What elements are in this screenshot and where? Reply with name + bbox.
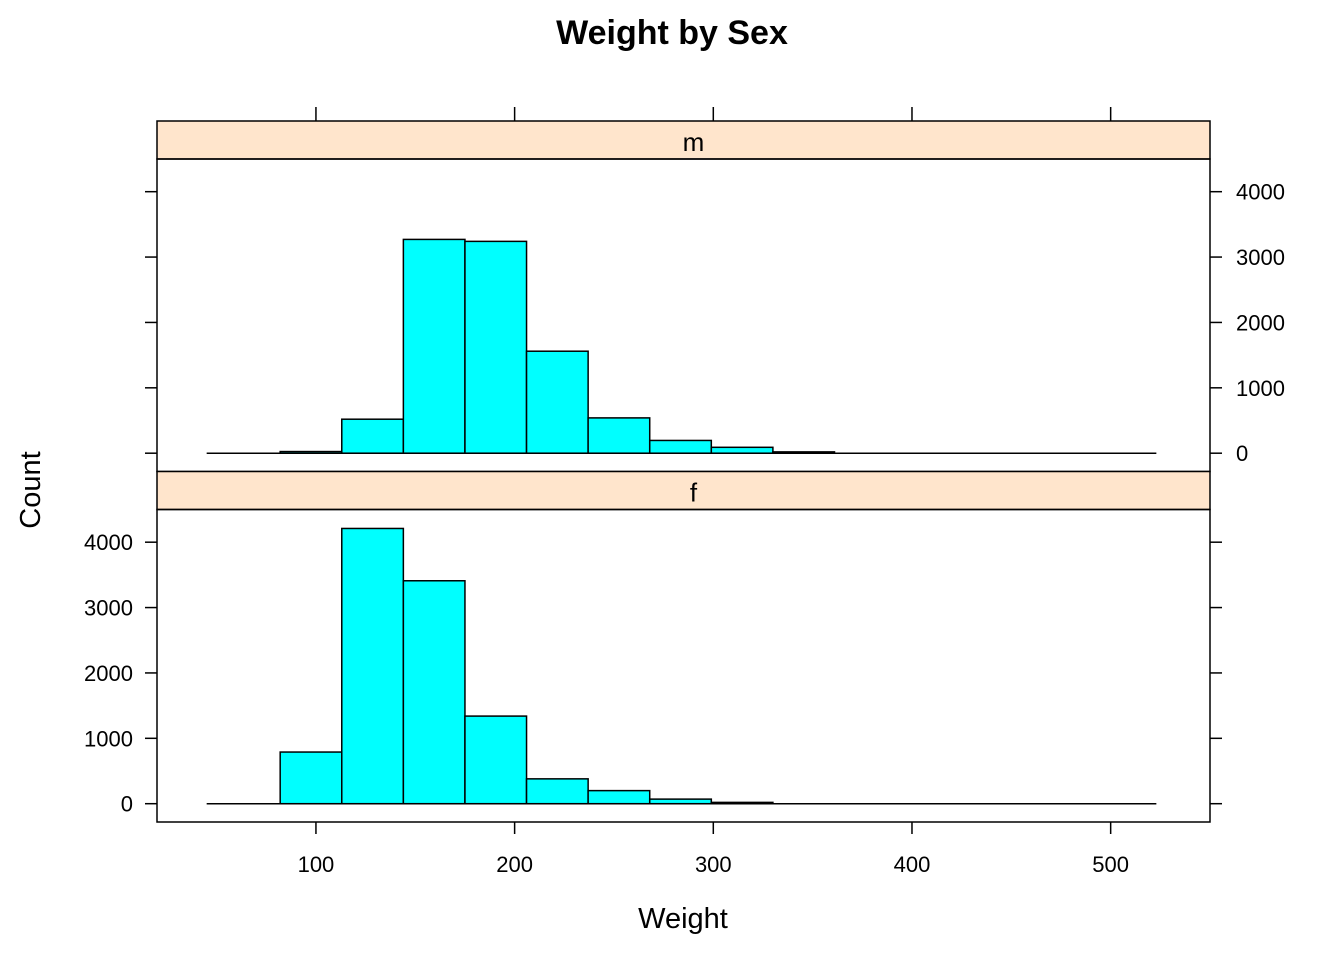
bar — [341, 527, 405, 805]
bar — [710, 446, 774, 454]
bar — [402, 238, 466, 454]
x-axis-label: Weight — [638, 903, 728, 935]
panel-border — [156, 158, 1211, 473]
x-tick-label: 300 — [695, 852, 732, 877]
strip-label: m — [683, 127, 705, 157]
bar — [341, 418, 405, 454]
bar — [464, 715, 528, 805]
bar — [648, 798, 713, 805]
chart-title: Weight by Sex — [556, 14, 788, 52]
x-tick-label: 100 — [298, 852, 335, 877]
bar — [587, 417, 651, 454]
bar — [525, 350, 589, 454]
panel-m: m 0 1000 2000 3000 4000 — [145, 120, 1285, 473]
panel-strip — [156, 470, 1211, 511]
bar — [279, 751, 343, 805]
y-tick-label: 2000 — [84, 661, 133, 686]
panel-f: f 0 1000 2000 3000 4000 — [84, 470, 1222, 823]
bar — [587, 789, 651, 805]
y-tick-label: 0 — [121, 792, 133, 817]
bar — [464, 240, 528, 454]
bar — [710, 801, 774, 805]
y-axis-label: Count — [15, 451, 47, 528]
panel-border — [156, 508, 1211, 823]
x-tick-label: 400 — [894, 852, 931, 877]
bar — [648, 439, 713, 454]
y-tick-label: 2000 — [1236, 310, 1285, 335]
bar — [402, 580, 466, 805]
x-tick-label: 500 — [1092, 852, 1129, 877]
y-tick-label: 3000 — [1236, 245, 1285, 270]
y-tick-label: 4000 — [84, 530, 133, 555]
y-tick-label: 1000 — [1236, 376, 1285, 401]
y-tick-label: 0 — [1236, 441, 1248, 466]
y-tick-label: 4000 — [1236, 180, 1285, 205]
bar — [279, 450, 343, 454]
panels: m 0 1000 2000 3000 4000 f 0 1000 2000 3000 4000 100 2… — [84, 107, 1285, 877]
bar — [772, 451, 836, 454]
bar — [525, 778, 589, 805]
panel-strip — [156, 120, 1211, 160]
strip-label: f — [690, 478, 698, 508]
y-tick-label: 1000 — [84, 726, 133, 751]
y-tick-label: 3000 — [84, 596, 133, 621]
x-tick-label: 200 — [496, 852, 533, 877]
